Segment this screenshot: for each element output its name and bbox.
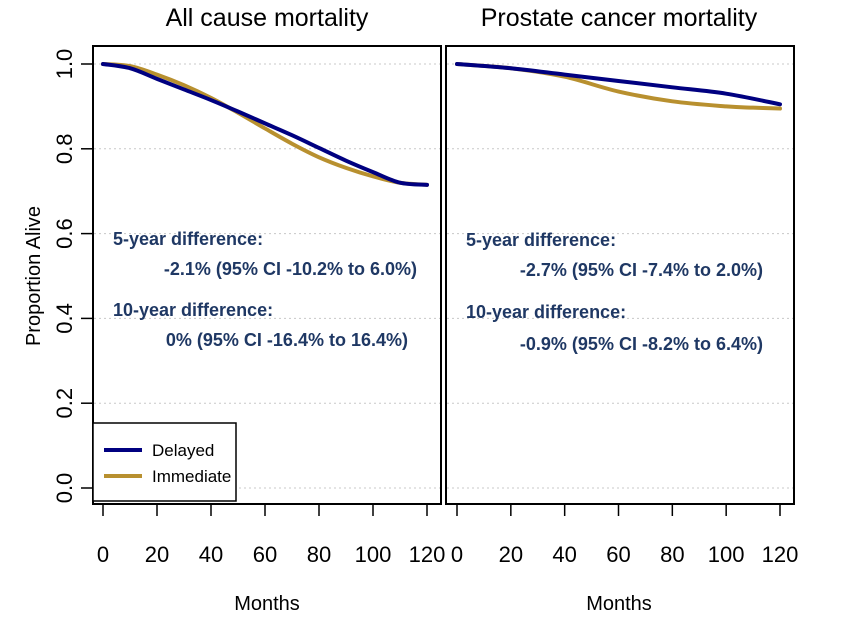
series-line-delayed [455, 62, 782, 107]
x-tick-label: 40 [199, 542, 223, 567]
panel-title-all-cause: All cause mortality [166, 4, 369, 32]
x-tick-label: 20 [145, 542, 169, 567]
x-tick-label: 60 [606, 542, 630, 567]
annotation-5yr-value: -2.1% (95% CI -10.2% to 6.0%) [164, 259, 417, 279]
annotation-10yr-label: 10-year difference: [113, 300, 273, 320]
series-line-immediate [455, 62, 782, 111]
panel-all-cause: All cause mortality 0.0 0.2 0.4 0.6 0.8 1.0 0… [52, 4, 445, 615]
y-tick-label: 0.8 [52, 134, 77, 165]
y-tick-label: 0.4 [52, 303, 77, 334]
x-axis-label-prostate: Months [586, 593, 652, 615]
y-axis-ticks: 0.0 0.2 0.4 0.6 0.8 1.0 [52, 49, 94, 504]
x-axis-ticks-all-cause: 0 20 40 60 80 100 120 [97, 503, 446, 567]
series-line-delayed [101, 62, 429, 187]
annotation-10yr-value: 0% (95% CI -16.4% to 16.4%) [166, 330, 408, 350]
x-tick-label: 120 [762, 542, 799, 567]
series-all-cause [101, 62, 429, 187]
annotation-5yr-value: -2.7% (95% CI -7.4% to 2.0%) [520, 260, 763, 280]
legend: Delayed Immediate [92, 422, 237, 502]
annotation-10yr-label: 10-year difference: [466, 302, 626, 322]
y-axis-label: Proportion Alive [23, 206, 45, 346]
legend-label-delayed: Delayed [152, 441, 214, 460]
x-tick-label: 0 [451, 542, 463, 567]
x-axis-label-all-cause: Months [234, 593, 300, 615]
annotation-5yr-label: 5-year difference: [466, 230, 616, 250]
x-tick-label: 0 [97, 542, 109, 567]
y-tick-label: 0.2 [52, 388, 77, 419]
x-tick-label: 80 [660, 542, 684, 567]
panel-prostate-cancer: Prostate cancer mortality 0 20 40 60 80 100 12… [445, 4, 799, 615]
series-line-immediate [101, 62, 429, 187]
x-tick-label: 100 [708, 542, 745, 567]
x-tick-label: 80 [307, 542, 331, 567]
y-tick-label: 0.6 [52, 218, 77, 249]
annotation-5yr-label: 5-year difference: [113, 229, 263, 249]
legend-box [92, 422, 237, 502]
x-tick-label: 20 [499, 542, 523, 567]
y-tick-label: 0.0 [52, 473, 77, 504]
y-tick-label: 1.0 [52, 49, 77, 80]
annotations-prostate: 5-year difference: -2.7% (95% CI -7.4% t… [466, 230, 763, 354]
x-tick-label: 60 [253, 542, 277, 567]
x-tick-label: 100 [355, 542, 392, 567]
x-axis-ticks-prostate: 0 20 40 60 80 100 120 [451, 503, 799, 567]
legend-label-immediate: Immediate [152, 467, 231, 486]
panel-title-prostate: Prostate cancer mortality [481, 4, 758, 32]
series-prostate [455, 62, 782, 111]
annotations-all-cause: 5-year difference: -2.1% (95% CI -10.2% … [113, 229, 417, 350]
annotation-10yr-value: -0.9% (95% CI -8.2% to 6.4%) [520, 334, 763, 354]
x-tick-label: 40 [552, 542, 576, 567]
x-tick-label: 120 [409, 542, 446, 567]
